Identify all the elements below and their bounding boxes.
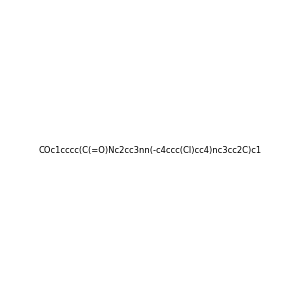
Text: COc1cccc(C(=O)Nc2cc3nn(-c4ccc(Cl)cc4)nc3cc2C)c1: COc1cccc(C(=O)Nc2cc3nn(-c4ccc(Cl)cc4)nc3…	[38, 146, 262, 154]
